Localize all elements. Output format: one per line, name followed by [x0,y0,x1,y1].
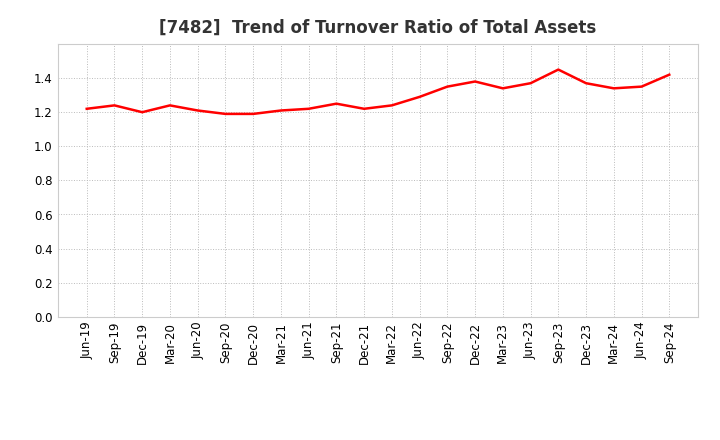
Title: [7482]  Trend of Turnover Ratio of Total Assets: [7482] Trend of Turnover Ratio of Total … [159,19,597,37]
